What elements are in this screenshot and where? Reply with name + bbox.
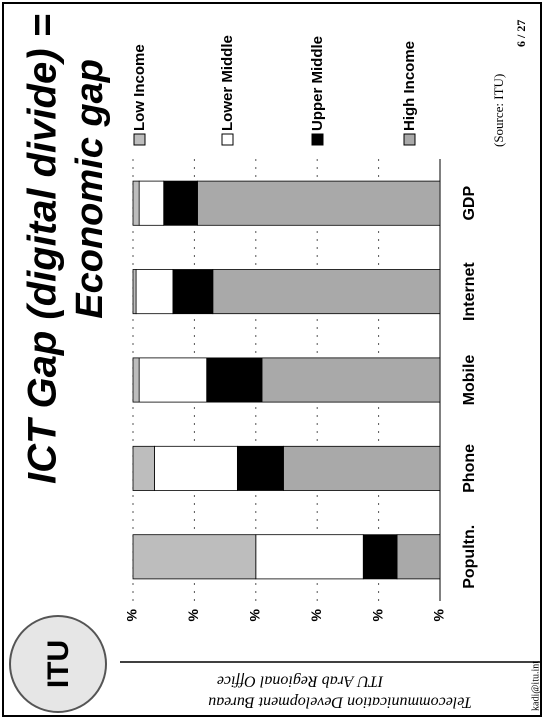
chart-subtitle: Economic gap [69,59,111,319]
legend-label: Upper Middle [309,36,326,131]
bar-segment [132,357,140,403]
y-tick-label: % [124,608,140,621]
x-tick-label: GDP [461,186,478,221]
x-tick-label: Phone [461,444,478,493]
legend-label: Lower Middle [219,35,236,131]
page-number: 6 / 27 [514,20,528,47]
bar-segment [132,445,155,491]
y-tick-label: % [431,608,447,621]
footer-office: ITU Arab Regional Office [217,672,384,689]
x-tick-label: Mobile [461,355,478,406]
y-tick-label: % [308,608,324,621]
logo-text: ITU [42,640,75,688]
legend-label: High Income [401,41,418,131]
legend-swatch [133,133,146,146]
bar-segment [132,180,140,226]
legend-swatch [311,133,324,146]
chart-title: ICT Gap (digital divide) = [21,14,65,484]
logo: ITU [9,615,107,713]
bar-segment [132,534,257,580]
legend-swatch [403,133,416,146]
legend-label: Low Income [131,44,148,131]
y-tick-label: % [247,608,263,621]
bar-segment [132,269,137,315]
y-tick-label: % [185,608,201,621]
legend-swatch [221,133,234,146]
footer-bureau: Telecommunication Development Bureau [208,693,472,710]
y-tick-label: % [369,608,385,621]
email: kadi@itu.int [530,661,541,711]
logo-globe [9,615,107,713]
x-tick-label: Popultn. [461,525,478,589]
x-tick-label: Internet [461,262,478,321]
source: (Source: ITU) [491,74,506,147]
